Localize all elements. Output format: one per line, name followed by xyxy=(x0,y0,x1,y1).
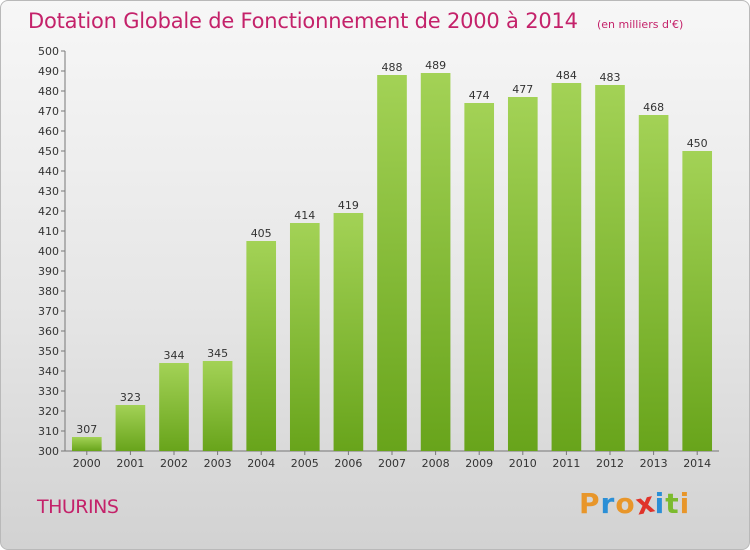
data-label: 484 xyxy=(556,69,577,82)
y-tick-label: 350 xyxy=(38,345,59,358)
x-tick-label: 2007 xyxy=(378,457,406,470)
logo-letter: t xyxy=(665,487,680,520)
x-tick-label: 2001 xyxy=(116,457,144,470)
y-tick-label: 300 xyxy=(38,445,59,458)
logo-letter: i xyxy=(654,487,666,520)
commune-name: THURINS xyxy=(37,496,119,518)
x-tick-label: 2010 xyxy=(509,457,537,470)
data-label: 345 xyxy=(207,347,228,360)
x-tick-label: 2003 xyxy=(204,457,232,470)
y-tick-label: 310 xyxy=(38,425,59,438)
data-label: 488 xyxy=(382,61,403,74)
logo-letter: i xyxy=(679,487,691,520)
data-label: 483 xyxy=(600,71,621,84)
bar xyxy=(202,361,233,451)
y-tick-label: 340 xyxy=(38,365,59,378)
bar xyxy=(507,97,538,451)
bar xyxy=(71,437,102,451)
data-label: 307 xyxy=(76,423,97,436)
data-label: 468 xyxy=(643,101,664,114)
proxiti-logo: Proxiti xyxy=(579,485,691,521)
bar xyxy=(115,405,146,451)
chart-title: Dotation Globale de Fonctionnement de 20… xyxy=(28,9,578,33)
y-tick-label: 420 xyxy=(38,205,59,218)
bar xyxy=(377,75,407,451)
bar xyxy=(420,73,451,451)
x-tick-label: 2006 xyxy=(334,457,362,470)
bar xyxy=(333,213,364,451)
data-label: 450 xyxy=(687,137,708,150)
bar xyxy=(638,115,669,451)
x-tick-label: 2014 xyxy=(683,457,711,470)
y-tick-label: 430 xyxy=(38,185,59,198)
y-tick-label: 320 xyxy=(38,405,59,418)
x-tick-label: 2012 xyxy=(596,457,624,470)
x-tick-label: 2000 xyxy=(73,457,101,470)
bar xyxy=(595,85,625,451)
data-label: 344 xyxy=(164,349,185,362)
y-tick-label: 390 xyxy=(38,265,59,278)
data-label: 323 xyxy=(120,391,141,404)
y-tick-label: 470 xyxy=(38,105,59,118)
x-tick-label: 2005 xyxy=(291,457,319,470)
data-label: 477 xyxy=(512,83,533,96)
y-tick-label: 360 xyxy=(38,325,59,338)
chart-unit-label: (en milliers d'€) xyxy=(596,18,684,31)
y-tick-label: 490 xyxy=(38,65,59,78)
data-label: 489 xyxy=(425,59,446,72)
x-tick-label: 2009 xyxy=(465,457,493,470)
y-tick-label: 380 xyxy=(38,285,59,298)
y-tick-label: 440 xyxy=(38,165,59,178)
x-tick-label: 2013 xyxy=(640,457,668,470)
data-label: 414 xyxy=(294,209,315,222)
y-tick-label: 410 xyxy=(38,225,59,238)
data-label: 419 xyxy=(338,199,359,212)
y-tick-label: 480 xyxy=(38,85,59,98)
title-row: Dotation Globale de Fonctionnement de 20… xyxy=(28,9,683,33)
y-tick-label: 450 xyxy=(38,145,59,158)
logo-letter: r xyxy=(600,487,616,520)
bar xyxy=(246,241,277,451)
y-tick-label: 370 xyxy=(38,305,59,318)
y-tick-label: 500 xyxy=(38,45,59,58)
x-tick-label: 2002 xyxy=(160,457,188,470)
logo-letter: o xyxy=(615,487,636,520)
bar xyxy=(159,363,189,451)
x-tick-label: 2011 xyxy=(552,457,580,470)
bar xyxy=(551,83,582,451)
plot-area: 300 310 320 330 340 350 360 370 380 390 400 410 420 4… xyxy=(38,45,719,470)
logo-letter: P xyxy=(579,487,601,520)
y-tick-label: 460 xyxy=(38,125,59,138)
data-label: 474 xyxy=(469,89,490,102)
y-tick-label: 400 xyxy=(38,245,59,258)
x-tick-label: 2004 xyxy=(247,457,275,470)
x-tick-label: 2008 xyxy=(422,457,450,470)
bar xyxy=(464,103,495,451)
bar xyxy=(682,151,713,451)
y-tick-label: 330 xyxy=(38,385,59,398)
data-label: 405 xyxy=(251,227,272,240)
bar xyxy=(289,223,320,451)
